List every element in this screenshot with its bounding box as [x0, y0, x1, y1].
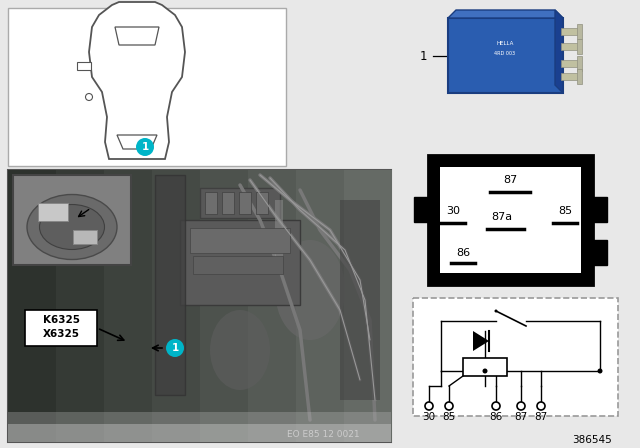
Bar: [77, 62, 91, 70]
Circle shape: [483, 369, 488, 374]
Text: 86: 86: [456, 248, 470, 258]
Polygon shape: [555, 10, 563, 93]
Bar: [577, 56, 582, 71]
Ellipse shape: [40, 204, 104, 250]
Bar: [592, 240, 607, 265]
Bar: [180, 220, 300, 305]
Text: 87: 87: [515, 412, 527, 422]
Bar: [155, 175, 185, 395]
Polygon shape: [89, 2, 185, 159]
Text: HELLA: HELLA: [496, 40, 514, 46]
Polygon shape: [473, 331, 489, 351]
Bar: [344, 170, 392, 442]
Circle shape: [166, 339, 184, 357]
Ellipse shape: [210, 310, 270, 390]
Bar: [414, 197, 429, 222]
Text: 87: 87: [534, 412, 548, 422]
Text: 85: 85: [442, 412, 456, 422]
Circle shape: [598, 369, 602, 374]
Circle shape: [86, 94, 93, 100]
Circle shape: [517, 402, 525, 410]
Bar: [8, 424, 391, 442]
Bar: [190, 228, 290, 253]
Bar: [296, 170, 344, 442]
Bar: [561, 43, 579, 50]
Bar: [38, 203, 68, 221]
Bar: [205, 192, 217, 214]
Bar: [561, 60, 579, 67]
Circle shape: [136, 138, 154, 156]
Text: 4RD 003: 4RD 003: [495, 51, 516, 56]
Text: EO E85 12 0021: EO E85 12 0021: [287, 430, 360, 439]
Bar: [13, 175, 131, 265]
Ellipse shape: [275, 240, 345, 340]
Text: 87a: 87a: [492, 212, 513, 222]
Text: 1: 1: [141, 142, 148, 152]
Ellipse shape: [27, 194, 117, 259]
Bar: [248, 170, 296, 442]
Circle shape: [495, 310, 497, 313]
Circle shape: [445, 402, 453, 410]
Bar: [561, 28, 579, 35]
Text: 30: 30: [446, 206, 460, 216]
Bar: [239, 192, 251, 214]
Text: K6325: K6325: [42, 315, 79, 325]
Text: 1: 1: [172, 343, 179, 353]
Bar: [104, 170, 152, 442]
Bar: [275, 200, 283, 260]
Bar: [577, 24, 582, 39]
Text: X6325: X6325: [42, 329, 79, 339]
Bar: [193, 256, 283, 274]
Text: 1: 1: [419, 49, 427, 63]
Bar: [577, 69, 582, 84]
Circle shape: [492, 402, 500, 410]
Bar: [152, 170, 200, 442]
Bar: [25, 310, 97, 346]
Bar: [448, 18, 563, 93]
Bar: [340, 200, 380, 400]
Bar: [577, 39, 582, 54]
Bar: [256, 192, 268, 214]
Bar: [8, 170, 391, 442]
Text: 87: 87: [503, 175, 517, 185]
Bar: [73, 230, 97, 244]
Circle shape: [425, 402, 433, 410]
Polygon shape: [115, 27, 159, 45]
Text: 85: 85: [558, 206, 572, 216]
Bar: [440, 167, 581, 273]
Text: 30: 30: [422, 412, 436, 422]
Polygon shape: [448, 10, 563, 18]
Bar: [222, 192, 234, 214]
Circle shape: [537, 402, 545, 410]
Bar: [8, 8, 286, 166]
Text: 86: 86: [490, 412, 502, 422]
Bar: [413, 298, 618, 416]
Bar: [8, 170, 56, 442]
Bar: [592, 197, 607, 222]
Bar: [463, 358, 507, 376]
Bar: [200, 188, 280, 218]
Polygon shape: [117, 135, 157, 149]
Bar: [428, 155, 593, 285]
Text: 386545: 386545: [572, 435, 612, 445]
Bar: [8, 412, 391, 442]
Bar: [200, 170, 248, 442]
Bar: [56, 170, 104, 442]
Bar: [561, 73, 579, 80]
